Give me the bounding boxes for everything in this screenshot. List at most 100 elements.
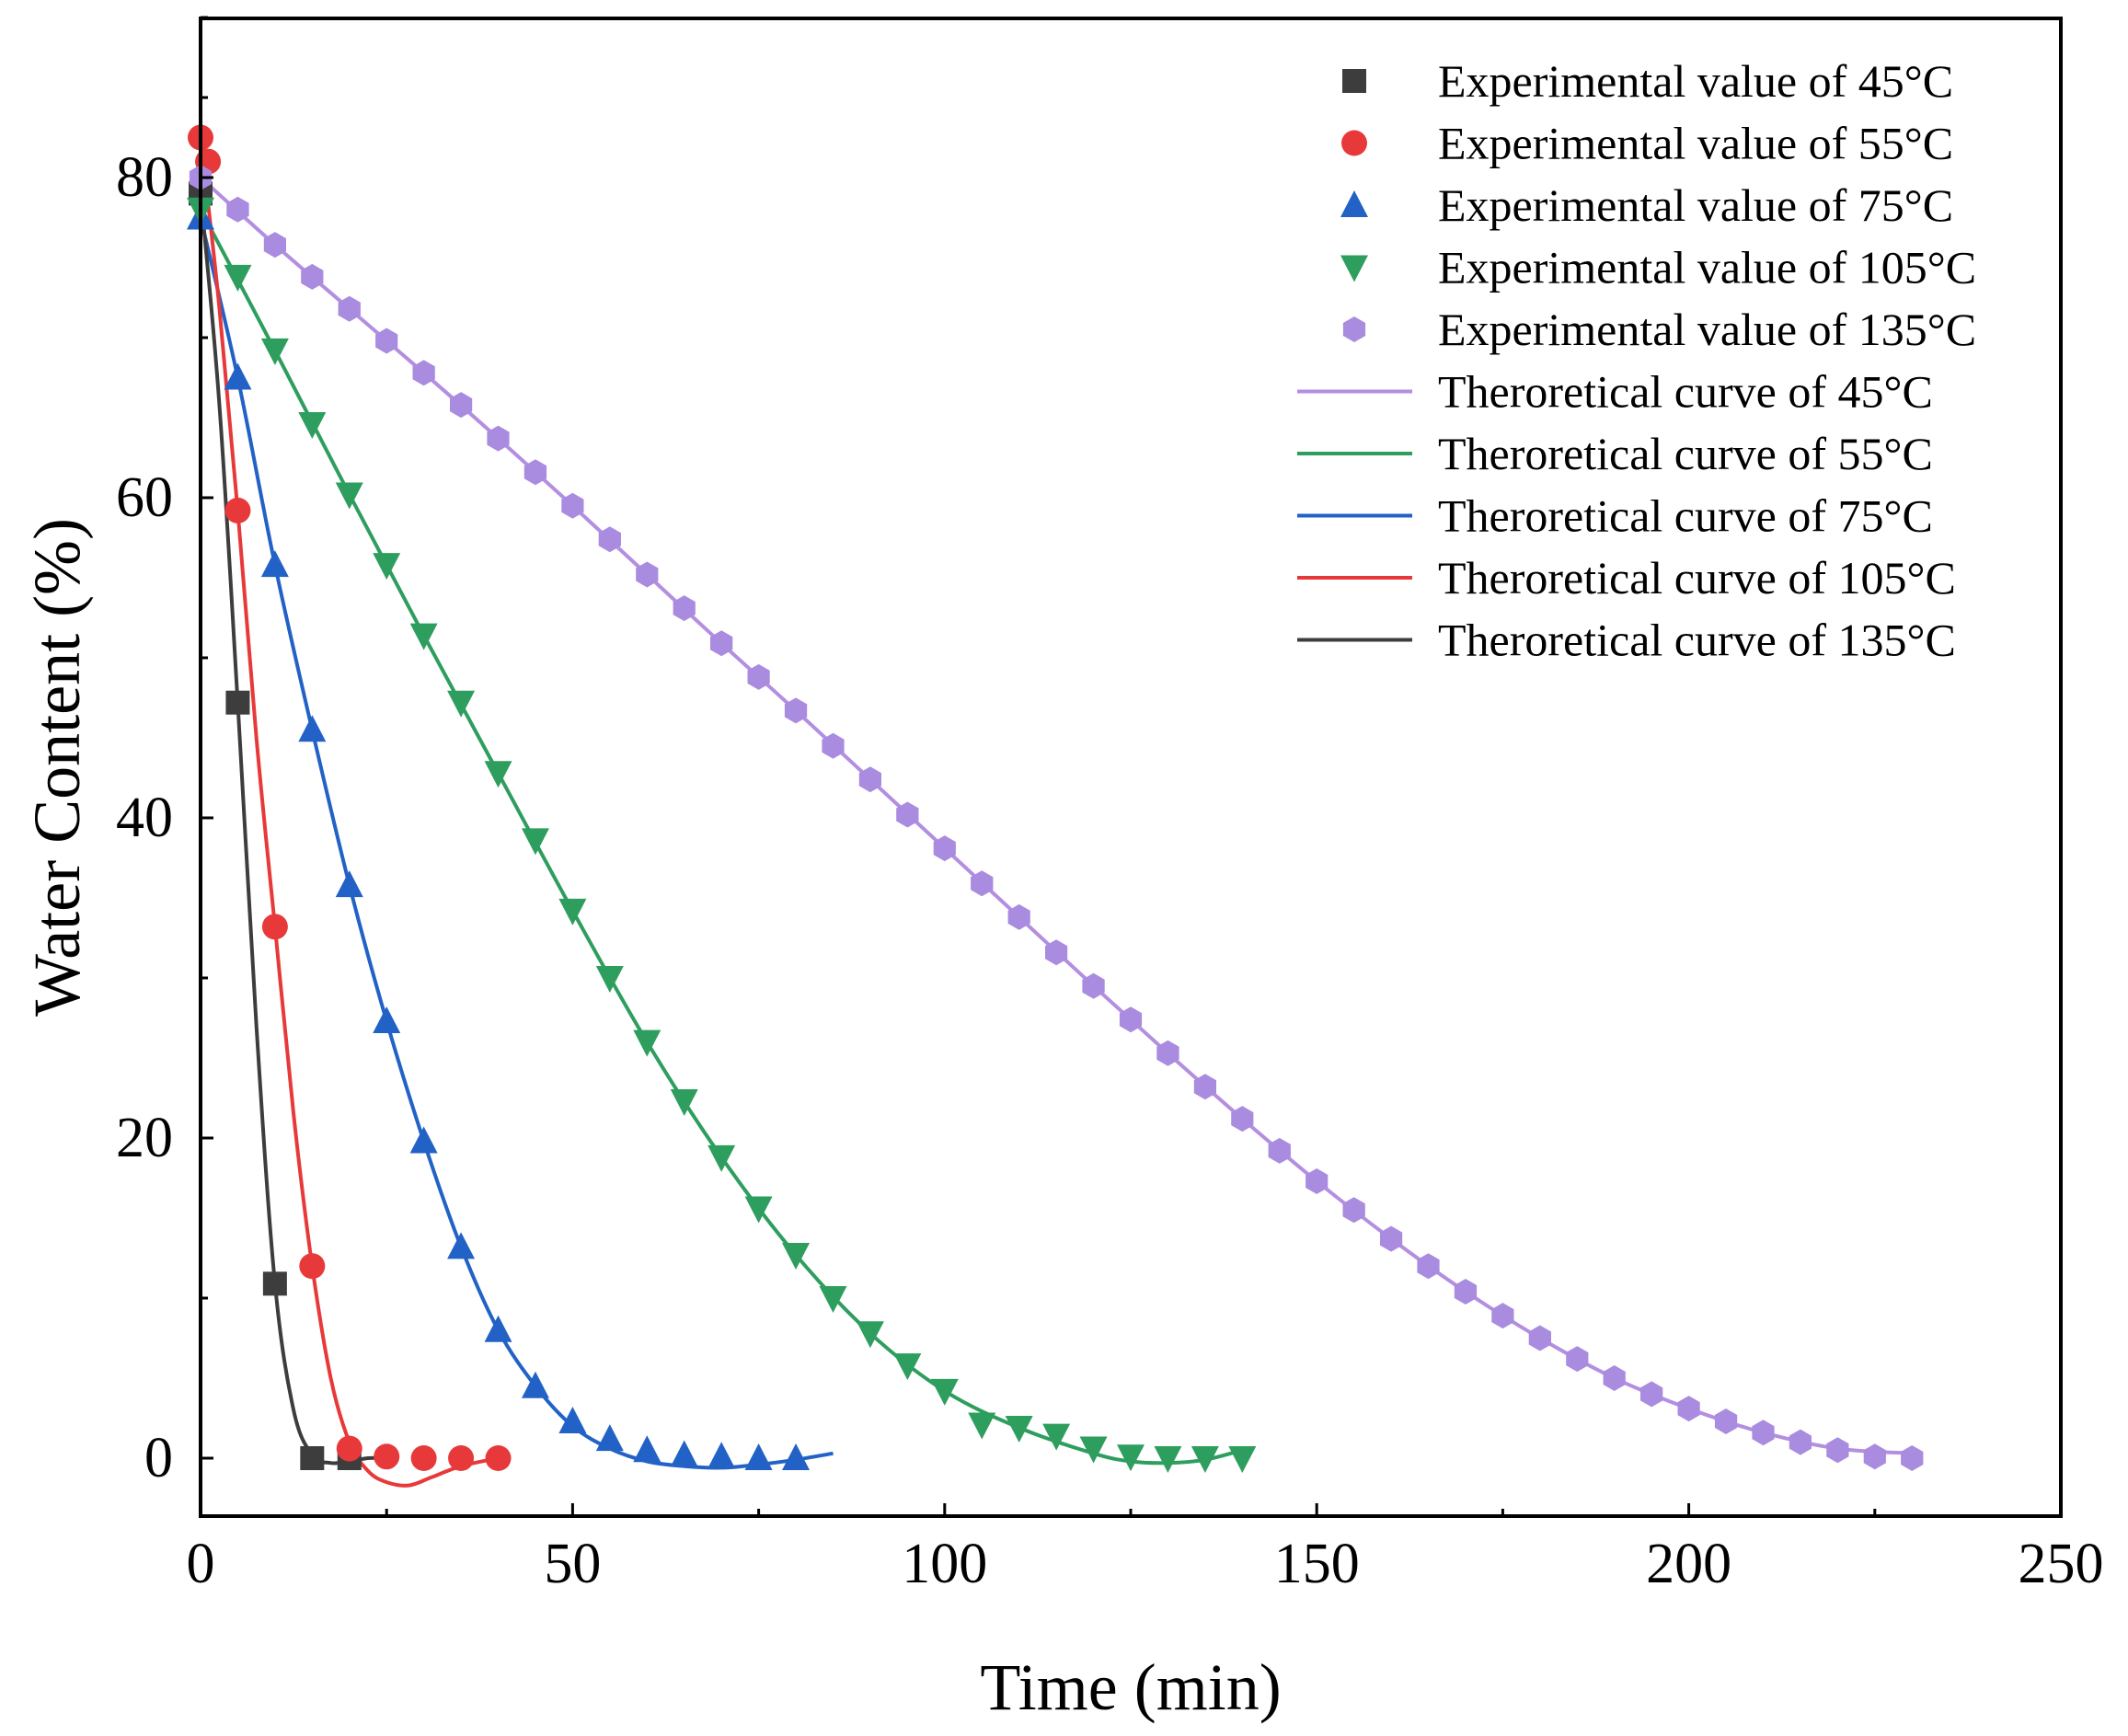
data-point xyxy=(1082,972,1105,999)
data-point xyxy=(633,1029,661,1057)
experimental-series-3 xyxy=(187,197,1257,1473)
data-point xyxy=(1042,1423,1071,1451)
data-point xyxy=(1193,1074,1216,1100)
data-point xyxy=(412,360,435,386)
data-point xyxy=(335,482,363,510)
legend-label: Experimental value of 55°C xyxy=(1438,118,1953,169)
data-point xyxy=(1119,1006,1143,1033)
data-point xyxy=(225,690,250,715)
x-tick-label: 200 xyxy=(1646,1533,1731,1595)
data-point xyxy=(747,663,770,690)
legend: Experimental value of 45°C Experimental v… xyxy=(1297,55,1976,666)
data-point xyxy=(782,1243,811,1270)
data-point xyxy=(670,1088,698,1116)
x-tick-label: 250 xyxy=(2019,1533,2104,1595)
legend-entry-experimental-1: Experimental value of 55°C xyxy=(1341,118,1953,169)
data-point xyxy=(261,914,288,940)
data-point xyxy=(1714,1408,1738,1434)
data-point xyxy=(373,553,401,581)
axis-ticks xyxy=(199,16,2063,1516)
data-point xyxy=(485,1445,512,1471)
legend-label: Theroretical curve of 55°C xyxy=(1438,428,1933,479)
y-tick-label: 80 xyxy=(116,146,173,209)
y-axis-title: Water Content (%) xyxy=(20,518,94,1017)
data-point xyxy=(263,232,286,259)
x-tick-label: 0 xyxy=(187,1533,215,1595)
legend-label: Experimental value of 135°C xyxy=(1438,304,1976,355)
data-point xyxy=(447,690,476,718)
data-point xyxy=(636,561,659,588)
data-point xyxy=(1677,1396,1700,1422)
data-point xyxy=(298,411,327,439)
data-point xyxy=(1752,1420,1775,1446)
legend-marker xyxy=(1340,190,1368,217)
legend-label: Theroretical curve of 75°C xyxy=(1438,490,1933,542)
data-point xyxy=(1231,1106,1254,1132)
data-point xyxy=(1007,903,1030,930)
data-point xyxy=(673,595,696,622)
data-point xyxy=(1380,1225,1403,1252)
legend-label: Theroretical curve of 105°C xyxy=(1438,552,1956,604)
legend-entry-experimental-0: Experimental value of 45°C xyxy=(1342,55,1953,107)
data-point xyxy=(487,425,510,452)
legend-entry-experimental-2: Experimental value of 75°C xyxy=(1340,179,1953,231)
legend-marker xyxy=(1340,255,1368,282)
data-point xyxy=(1156,1040,1179,1066)
legend-marker xyxy=(1342,69,1366,93)
data-point xyxy=(375,328,398,354)
legend-entry-theoretical-2: Theroretical curve of 75°C xyxy=(1297,490,1933,542)
data-point xyxy=(710,630,733,657)
data-point xyxy=(521,828,549,856)
data-point xyxy=(633,1435,661,1463)
data-point xyxy=(784,697,808,724)
legend-entry-theoretical-0: Theroretical curve of 45°C xyxy=(1297,366,1933,418)
data-point xyxy=(260,550,289,578)
data-point xyxy=(1005,1415,1033,1443)
data-point xyxy=(1603,1365,1626,1391)
data-point xyxy=(1901,1445,1924,1471)
legend-marker xyxy=(1341,130,1367,156)
data-point xyxy=(744,1443,773,1470)
data-point xyxy=(1154,1446,1182,1473)
data-point xyxy=(1079,1436,1108,1464)
axis-tick-labels: 0 50 100 150 200 250 0 20 40 60 80 xyxy=(116,146,2104,1595)
x-tick-label: 100 xyxy=(902,1533,987,1595)
data-point xyxy=(598,526,621,553)
data-point xyxy=(409,1126,438,1154)
theoretical-curve-3 xyxy=(199,137,499,1488)
data-point xyxy=(1228,1446,1257,1473)
legend-entry-theoretical-4: Theroretical curve of 135°C xyxy=(1297,615,1956,666)
data-point xyxy=(301,263,324,290)
x-tick-label: 50 xyxy=(544,1533,601,1595)
data-point xyxy=(930,1378,959,1406)
data-point xyxy=(896,801,919,828)
data-point xyxy=(484,1315,512,1342)
data-point xyxy=(707,1442,736,1469)
data-point xyxy=(410,1445,437,1471)
legend-entry-experimental-4: Experimental value of 135°C xyxy=(1342,304,1976,355)
data-point xyxy=(299,1253,326,1280)
data-point xyxy=(933,835,956,862)
y-tick-label: 40 xyxy=(116,787,173,849)
data-point xyxy=(1826,1437,1849,1464)
data-point xyxy=(224,362,252,390)
data-point xyxy=(819,1286,847,1313)
data-point xyxy=(561,492,584,519)
data-point xyxy=(450,392,473,419)
data-point xyxy=(409,623,438,650)
data-point xyxy=(523,459,547,486)
theoretical-curve-1 xyxy=(199,208,1243,1466)
x-axis-title: Time (min) xyxy=(980,1650,1281,1724)
data-point xyxy=(707,1144,736,1172)
data-point xyxy=(744,1196,773,1224)
data-point xyxy=(1342,1197,1365,1224)
y-tick-label: 0 xyxy=(144,1427,173,1489)
legend-entry-experimental-3: Experimental value of 105°C xyxy=(1340,242,1976,293)
data-point xyxy=(224,497,251,523)
legend-label: Experimental value of 105°C xyxy=(1438,242,1976,293)
data-point xyxy=(373,1006,401,1033)
data-point xyxy=(670,1440,698,1467)
data-point xyxy=(968,1412,996,1440)
data-point xyxy=(822,732,845,759)
